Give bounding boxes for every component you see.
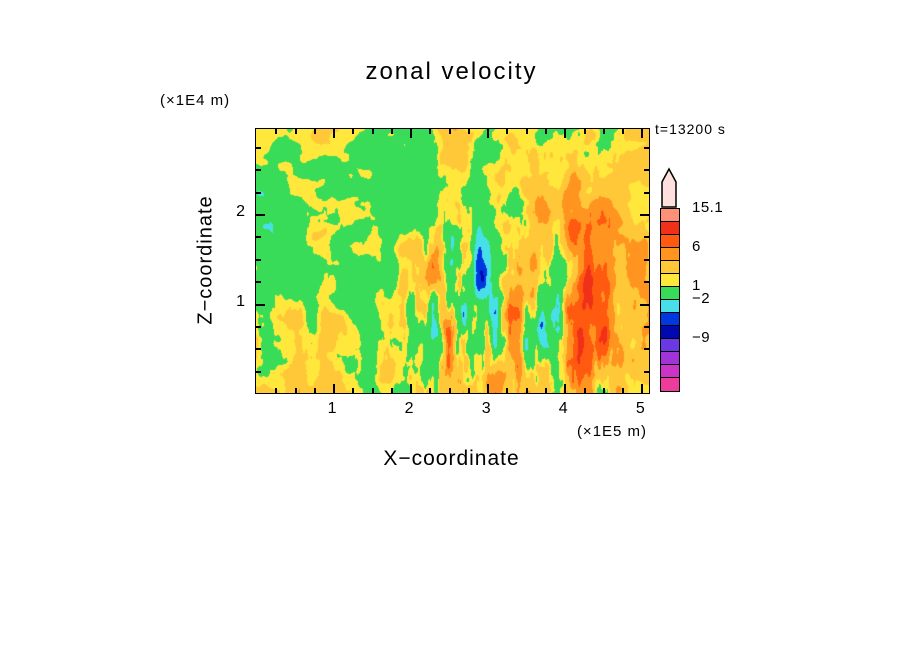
- x-axis-tick: [622, 129, 624, 134]
- x-axis-tick: [295, 129, 297, 134]
- x-axis-title: X−coordinate: [383, 447, 520, 470]
- x-tick-label: 1: [327, 400, 337, 417]
- colorbar-band: [661, 209, 679, 222]
- x-axis-tick: [641, 384, 643, 393]
- x-axis-tick: [352, 129, 354, 134]
- colorbar-band: [661, 287, 679, 300]
- z-axis-tick: [256, 348, 261, 350]
- colorbar-label: −2: [692, 290, 711, 307]
- z-axis-tick: [256, 281, 261, 283]
- x-axis-tick: [487, 129, 489, 138]
- z-axis-tick: [644, 371, 649, 373]
- z-axis-tick: [256, 326, 261, 328]
- z-axis-tick: [644, 192, 649, 194]
- x-axis-tick: [372, 388, 374, 393]
- x-axis-tick: [584, 388, 586, 393]
- x-axis-tick: [449, 129, 451, 134]
- x-axis-tick: [410, 384, 412, 393]
- x-axis-tick: [603, 388, 605, 393]
- x-axis-tick: [295, 388, 297, 393]
- z-axis-tick: [644, 281, 649, 283]
- x-axis-unit-label: (×1E5 m): [576, 423, 648, 440]
- x-axis-tick: [622, 388, 624, 393]
- x-axis-tick: [564, 129, 566, 138]
- z-axis-tick: [644, 326, 649, 328]
- z-tick-label: 1: [236, 292, 245, 310]
- colorbar-band: [661, 339, 679, 352]
- z-axis-tick: [256, 214, 265, 216]
- z-axis-tick: [644, 169, 649, 171]
- x-axis-tick: [391, 388, 393, 393]
- colorbar-band: [661, 235, 679, 248]
- z-axis-tick: [256, 304, 265, 306]
- x-axis-tick: [333, 129, 335, 138]
- z-axis-tick: [256, 147, 261, 149]
- colorbar-band: [661, 248, 679, 261]
- x-axis-tick: [429, 388, 431, 393]
- x-axis-tick: [487, 384, 489, 393]
- x-axis-tick: [603, 129, 605, 134]
- z-axis-tick: [640, 304, 649, 306]
- z-axis-tick: [640, 214, 649, 216]
- colorbar-label: 6: [692, 238, 701, 255]
- colorbar-band: [661, 365, 679, 378]
- time-label: t=13200 s: [655, 121, 726, 137]
- x-axis-tick: [545, 388, 547, 393]
- x-axis-tick: [352, 388, 354, 393]
- colorbar-band: [661, 300, 679, 313]
- z-axis-tick: [644, 259, 649, 261]
- z-axis-tick: [644, 236, 649, 238]
- y-axis-unit-label: (×1E4 m): [160, 92, 231, 109]
- x-axis-tick: [526, 129, 528, 134]
- heatmap-canvas: [256, 129, 649, 393]
- x-axis-tick: [468, 388, 470, 393]
- z-axis-tick: [256, 259, 261, 261]
- x-axis-tick: [333, 384, 335, 393]
- colorbar-label: −9: [692, 329, 711, 346]
- x-axis-tick: [275, 388, 277, 393]
- z-axis-tick: [644, 348, 649, 350]
- colorbar-overflow-arrow-icon: [661, 167, 677, 208]
- z-axis-tick: [256, 371, 261, 373]
- z-axis-tick: [256, 192, 261, 194]
- x-tick-label: 5: [635, 400, 645, 417]
- x-axis-tick: [584, 129, 586, 134]
- x-axis-tick: [468, 129, 470, 134]
- x-axis-tick: [526, 388, 528, 393]
- x-axis-tick: [275, 129, 277, 134]
- x-axis-tick: [410, 129, 412, 138]
- colorbar-band: [661, 378, 679, 391]
- z-axis-tick: [644, 147, 649, 149]
- x-axis-tick: [564, 384, 566, 393]
- x-axis-tick: [314, 388, 316, 393]
- z-axis-tick: [256, 236, 261, 238]
- chart-title: zonal velocity: [365, 58, 538, 85]
- colorbar: [660, 208, 680, 392]
- x-tick-label: 4: [558, 400, 568, 417]
- x-axis-tick: [449, 388, 451, 393]
- x-axis-tick: [506, 388, 508, 393]
- x-axis-tick: [372, 129, 374, 134]
- colorbar-band: [661, 313, 679, 326]
- x-axis-tick: [314, 129, 316, 134]
- x-axis-tick: [641, 129, 643, 138]
- x-axis-tick: [506, 129, 508, 134]
- colorbar-band: [661, 274, 679, 287]
- x-axis-tick: [391, 129, 393, 134]
- colorbar-band: [661, 261, 679, 274]
- x-tick-label: 2: [404, 400, 414, 417]
- x-axis-tick: [545, 129, 547, 134]
- x-axis-tick: [429, 129, 431, 134]
- z-axis-tick: [256, 169, 261, 171]
- x-tick-label: 3: [481, 400, 491, 417]
- heatmap-plot-area: [255, 128, 650, 394]
- colorbar-label: 1: [692, 277, 701, 294]
- colorbar-band: [661, 326, 679, 339]
- colorbar-band: [661, 352, 679, 365]
- colorbar-band: [661, 222, 679, 235]
- z-tick-label: 2: [236, 203, 245, 221]
- colorbar-label: 15.1: [692, 199, 724, 216]
